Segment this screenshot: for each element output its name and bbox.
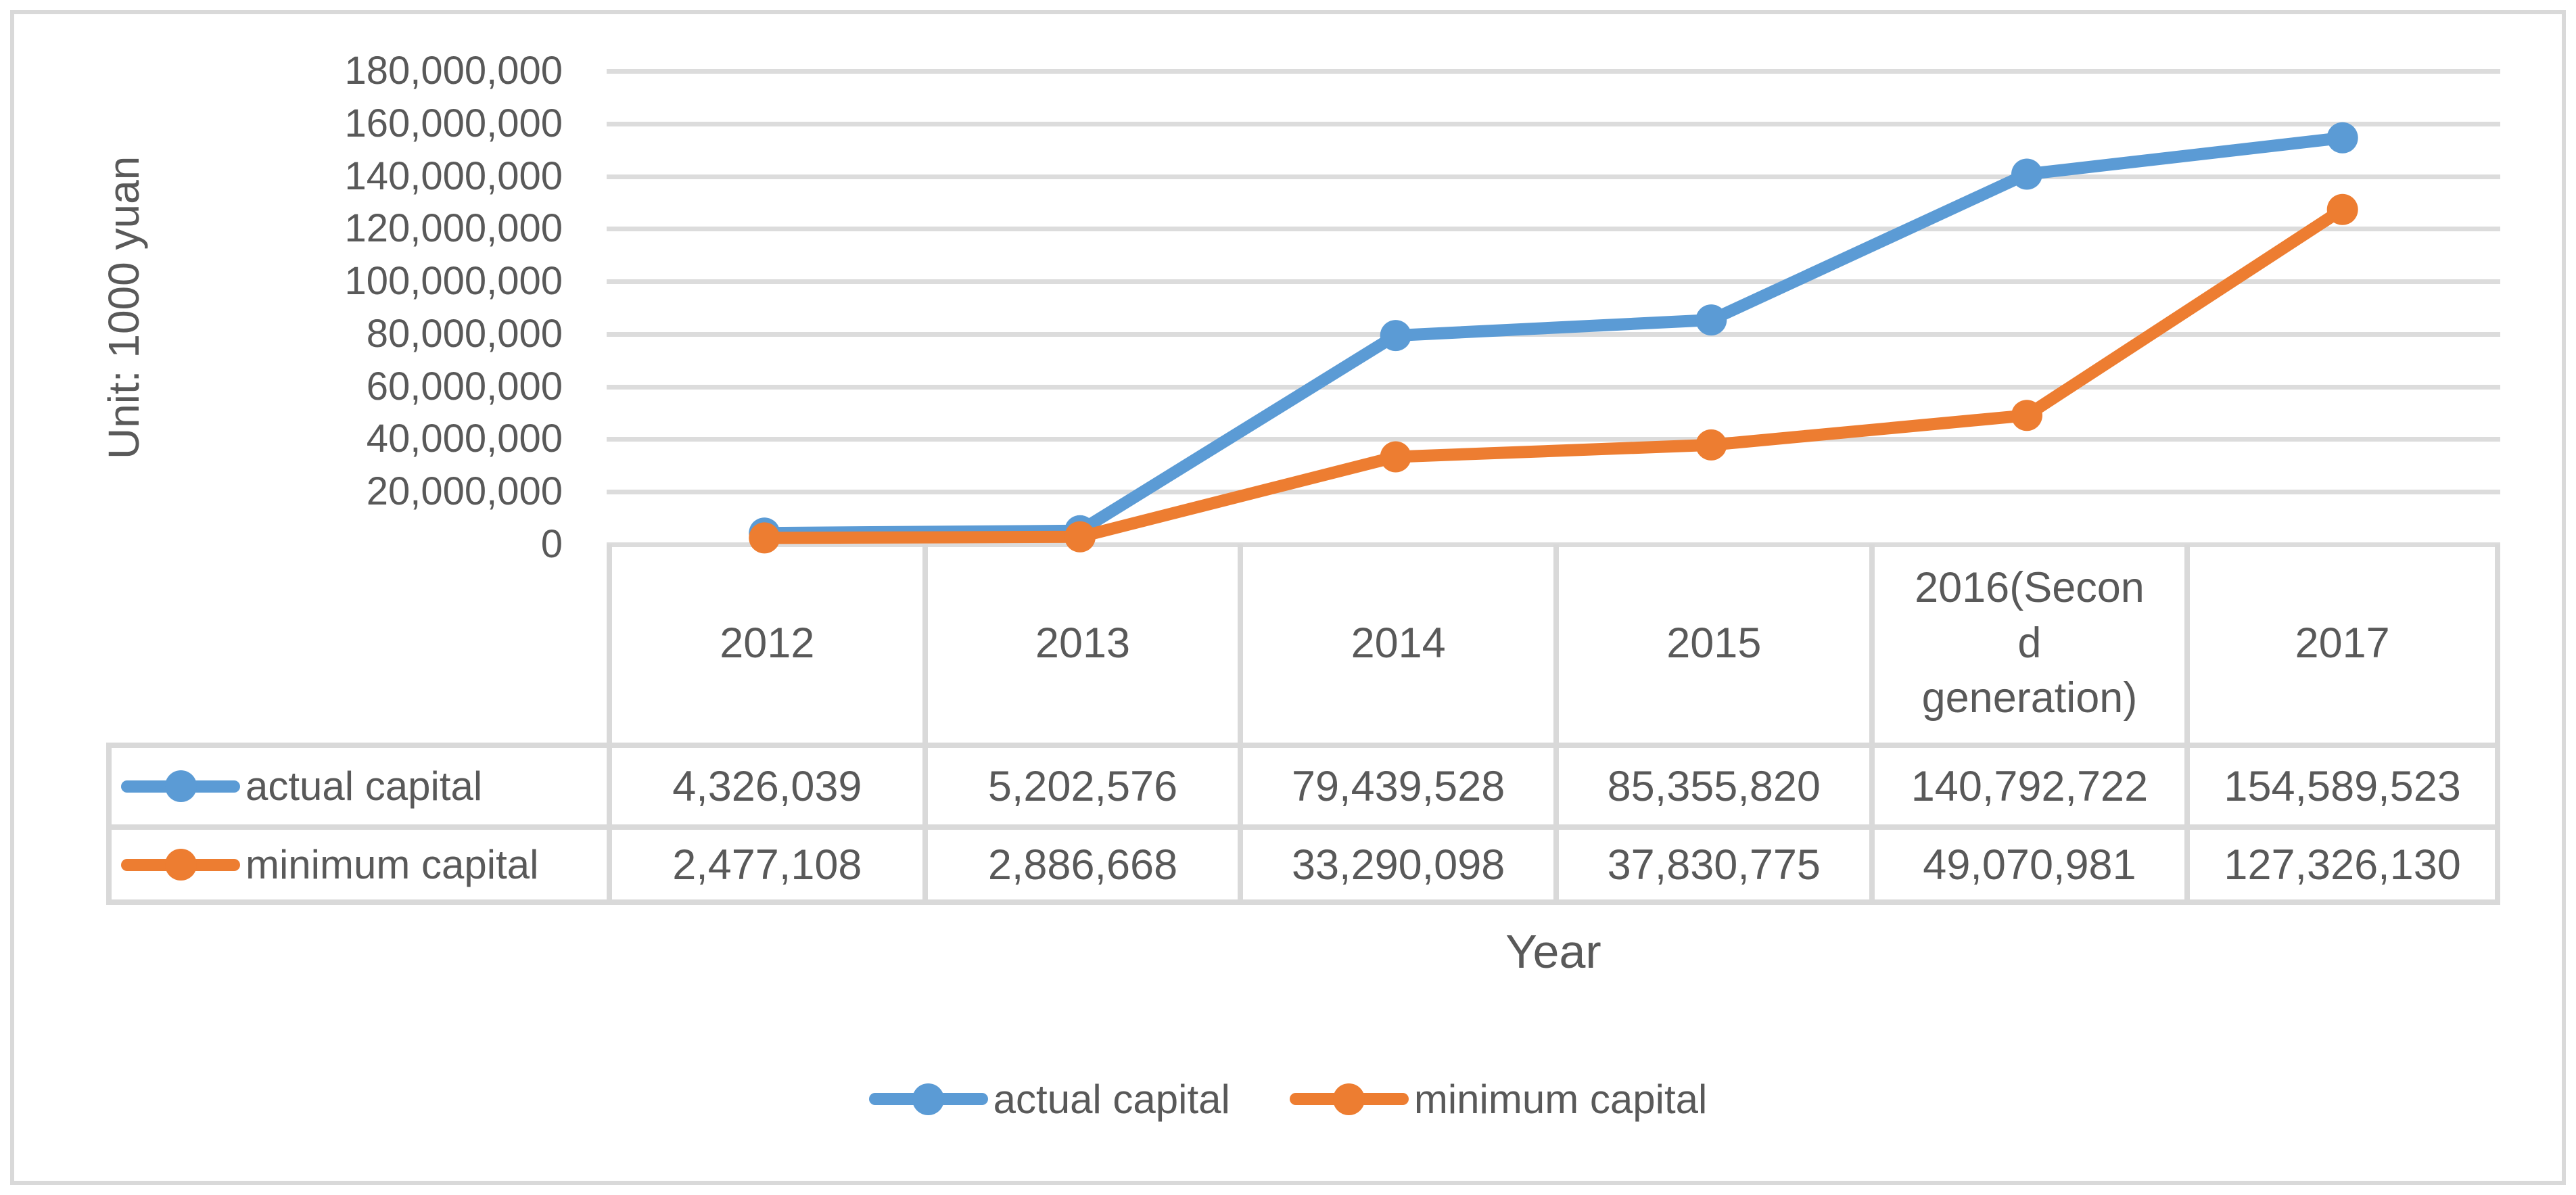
gridline	[607, 490, 2500, 494]
category-header-6: 2017	[2184, 544, 2500, 743]
value-cell-actual-2017: 154,589,523	[2184, 743, 2500, 824]
legend-marker-icon	[1333, 1083, 1365, 1115]
value-cell-actual-2016: 140,792,722	[1869, 743, 2185, 824]
series-key-minimum-capital	[121, 847, 240, 883]
value-cell-minimum-2016: 49,070,981	[1869, 824, 2185, 905]
gridline	[607, 174, 2500, 179]
y-tick-label: 100,000,000	[344, 259, 563, 303]
value-cell-minimum-2013: 2,886,668	[922, 824, 1238, 905]
legend-label: minimum capital	[1413, 1076, 1708, 1122]
chart-legend: actual capital minimum capital	[0, 1074, 2576, 1124]
legend-item-actual-capital: actual capital	[868, 1076, 1230, 1123]
y-tick-label: 0	[540, 522, 563, 566]
category-header-2: 2013	[922, 544, 1238, 743]
y-tick-label: 160,000,000	[344, 101, 563, 145]
value-cell-actual-2015: 85,355,820	[1553, 743, 1869, 824]
value-cell-minimum-2017: 127,326,130	[2184, 824, 2500, 905]
x-axis-title: Year	[1505, 925, 1601, 978]
legend-key-actual-capital	[868, 1081, 988, 1117]
legend-label: actual capital	[993, 1076, 1230, 1122]
gridline	[607, 332, 2500, 337]
table-corner-spacer	[106, 544, 607, 743]
value-cell-actual-2013: 5,202,576	[922, 743, 1238, 824]
y-tick-label: 80,000,000	[366, 312, 563, 356]
y-tick-label: 40,000,000	[366, 417, 563, 461]
y-tick-label: 140,000,000	[344, 154, 563, 198]
value-cell-minimum-2012: 2,477,108	[607, 824, 922, 905]
category-header-5: 2016(Second generation)	[1869, 544, 2185, 743]
category-header-1: 2012	[607, 544, 922, 743]
category-header-4: 2015	[1553, 544, 1869, 743]
gridline	[607, 69, 2500, 74]
chart-data-table: 2012 2013 2014 2015 2016(Second generati…	[106, 544, 2500, 905]
value-cell-actual-2012: 4,326,039	[607, 743, 922, 824]
series-key-actual-capital	[121, 769, 240, 804]
category-header-3: 2014	[1238, 544, 1553, 743]
gridline	[607, 437, 2500, 442]
value-cell-minimum-2015: 37,830,775	[1553, 824, 1869, 905]
gridline	[607, 385, 2500, 390]
series-name-label: actual capital	[245, 764, 483, 809]
y-tick-label: 60,000,000	[366, 365, 563, 408]
y-tick-label: 20,000,000	[366, 469, 563, 513]
gridline	[607, 227, 2500, 231]
legend-marker-icon	[912, 1083, 945, 1115]
gridline	[607, 122, 2500, 126]
legend-key-minimum-capital	[1289, 1081, 1409, 1117]
value-cell-minimum-2014: 33,290,098	[1238, 824, 1553, 905]
gridline	[607, 279, 2500, 284]
value-cell-actual-2014: 79,439,528	[1238, 743, 1553, 824]
series-row-header-minimum-capital: minimum capital	[106, 824, 607, 905]
legend-item-minimum-capital: minimum capital	[1289, 1076, 1708, 1123]
series-key-marker-icon	[164, 770, 197, 802]
series-key-marker-icon	[164, 849, 197, 881]
y-tick-label: 180,000,000	[344, 49, 563, 93]
series-row-header-actual-capital: actual capital	[106, 743, 607, 824]
y-tick-label: 120,000,000	[344, 206, 563, 250]
series-name-label: minimum capital	[245, 842, 539, 887]
